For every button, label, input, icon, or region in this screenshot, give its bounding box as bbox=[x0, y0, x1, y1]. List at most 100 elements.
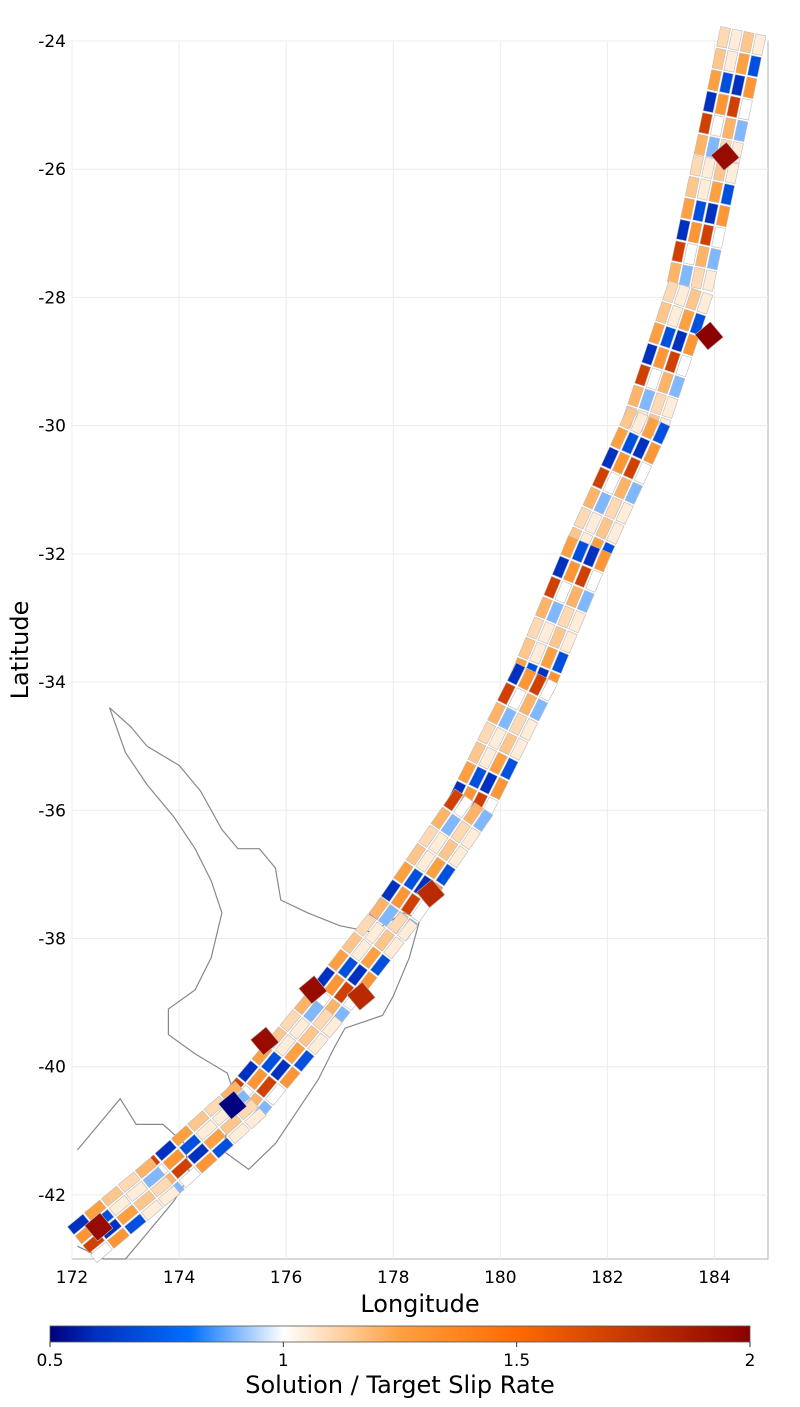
fault-subsection-cell bbox=[540, 646, 558, 670]
fault-subsection-cell bbox=[701, 156, 716, 180]
fault-subsection-cell bbox=[539, 678, 559, 702]
x-tick-label: 182 bbox=[591, 1268, 623, 1288]
fault-subsection-cell bbox=[387, 911, 409, 935]
fault-subsection-cell bbox=[462, 802, 484, 826]
fault-subsection-cell bbox=[170, 1124, 194, 1147]
fault-subsection-cell bbox=[529, 641, 547, 665]
fault-subsection-cell bbox=[551, 650, 570, 674]
fault-subsection-cell bbox=[396, 918, 419, 942]
fault-subsection-cell bbox=[595, 516, 614, 540]
fault-subsection-cell bbox=[543, 575, 562, 599]
fault-subsection-cell bbox=[405, 842, 427, 866]
fault-subsection-cell bbox=[377, 904, 400, 927]
fault-subsection-cell bbox=[574, 564, 592, 588]
fault-subsection-cell bbox=[711, 226, 726, 249]
fault-subsection-cell bbox=[602, 471, 621, 495]
fault-subsection-cell bbox=[591, 466, 610, 490]
fault-subsection-cell bbox=[619, 406, 638, 430]
fault-subsection-cell bbox=[702, 90, 718, 114]
fault-subsection-cell bbox=[687, 221, 703, 244]
fault-subsection-cell bbox=[563, 560, 581, 584]
fault-subsection-cell bbox=[496, 681, 516, 706]
highlighted-subsection-cell bbox=[710, 141, 740, 171]
fault-subsection-cell bbox=[467, 740, 487, 765]
fault-subsection-cell bbox=[716, 26, 731, 49]
fault-subsection-cell bbox=[622, 456, 642, 480]
fault-subsection-cell bbox=[685, 287, 702, 311]
fault-subsection-cell bbox=[477, 721, 497, 745]
fault-subsection-cell bbox=[452, 795, 474, 819]
fault-subsection-cell bbox=[573, 506, 592, 530]
fault-subsection-cell bbox=[683, 242, 698, 266]
fault-subsection-cell bbox=[337, 956, 359, 980]
fault-subsection-cell bbox=[702, 269, 717, 292]
fault-subsection-cell bbox=[265, 1083, 287, 1106]
fault-subsection-cell bbox=[551, 555, 570, 579]
y-tick-labels: -24 -26 -28 -30 -32 -34 -36 -38 -40 -42 bbox=[38, 32, 66, 1206]
fault-subsection-cell bbox=[537, 621, 556, 645]
fault-subsection-cell bbox=[373, 928, 396, 952]
fault-subsection-cell bbox=[664, 350, 681, 374]
fault-subsection-cell bbox=[274, 1033, 297, 1057]
fault-subsection-cell bbox=[720, 183, 735, 206]
fault-subsection-cell bbox=[733, 119, 749, 143]
fault-subsection-cell bbox=[333, 980, 355, 1004]
fault-subsection-cell bbox=[721, 117, 737, 140]
x-axis-title: Longitude bbox=[360, 1290, 479, 1318]
fault-subsection-cell bbox=[742, 76, 758, 99]
fault-subsection-cell bbox=[710, 114, 725, 138]
fault-subsection-cell bbox=[327, 948, 349, 972]
fault-subsection-cell bbox=[150, 1176, 173, 1198]
fault-subsection-cell bbox=[312, 1007, 334, 1031]
colorbar-title: Solution / Target Slip Rate bbox=[245, 1371, 554, 1399]
fault-subsection-cell bbox=[186, 1142, 210, 1165]
fault-subsection-cell bbox=[488, 726, 507, 751]
fault-subsection-cell bbox=[582, 544, 601, 568]
fault-subsection-cell bbox=[593, 491, 612, 515]
plot-area bbox=[71, 40, 769, 1260]
fault-subsection-cell bbox=[682, 333, 700, 357]
fault-subsection-cell bbox=[604, 496, 623, 520]
fault-subsection-cell bbox=[517, 667, 537, 691]
fault-subsection-cell bbox=[430, 806, 452, 830]
gridlines bbox=[71, 40, 768, 1259]
x-tick-labels: 172 174 176 178 180 182 184 bbox=[56, 1268, 731, 1288]
colorbar-tick-label: 1 bbox=[278, 1351, 289, 1371]
fault-subsection-cell bbox=[747, 55, 762, 78]
fault-subsection-cell bbox=[125, 1180, 149, 1203]
fault-subsection-cell bbox=[738, 98, 753, 121]
fault-subsection-cell bbox=[279, 1009, 302, 1033]
x-tick-label: 172 bbox=[56, 1268, 88, 1288]
highlighted-subsection-cell bbox=[416, 879, 446, 909]
fault-subsection-cell bbox=[634, 363, 651, 387]
fault-subsection-cell bbox=[302, 1000, 325, 1023]
fault-subsection-cell bbox=[554, 580, 573, 604]
fault-subsection-cell bbox=[696, 178, 712, 201]
x-tick-label: 176 bbox=[270, 1268, 302, 1288]
fault-subsection-cell bbox=[428, 831, 449, 855]
fault-subsection-cell bbox=[641, 416, 660, 440]
fault-subsection-cell bbox=[568, 610, 587, 634]
fault-subsection-cell bbox=[723, 50, 739, 73]
fault-subsection-cell bbox=[203, 1095, 227, 1118]
fault-subsection-cell bbox=[696, 291, 714, 315]
colorbar bbox=[49, 1325, 751, 1343]
fault-subsection-cell bbox=[468, 766, 488, 790]
fault-subsection-cell bbox=[134, 1157, 158, 1179]
fault-subsection-cell bbox=[260, 1050, 283, 1074]
fault-subsection-cell bbox=[116, 1204, 139, 1226]
fault-subsection-cell bbox=[585, 569, 604, 593]
fault-subsection-cell bbox=[435, 863, 456, 887]
highlighted-subsection-cell bbox=[298, 975, 328, 1005]
fault-subsection-cell bbox=[735, 52, 750, 75]
y-tick-label: -30 bbox=[38, 417, 66, 437]
fault-subsection-cell bbox=[360, 946, 382, 970]
fault-subsection-cell bbox=[393, 860, 414, 885]
fault-subsection-cell bbox=[488, 751, 508, 776]
fault-subsection-cell bbox=[650, 392, 667, 416]
fault-subsection-cell bbox=[457, 760, 477, 784]
colorbar-tick-label: 2 bbox=[745, 1351, 756, 1371]
fault-subsection-cell bbox=[203, 1128, 226, 1150]
fault-subsection-cell bbox=[279, 1066, 301, 1089]
highlighted-subsection-cell bbox=[346, 981, 376, 1011]
